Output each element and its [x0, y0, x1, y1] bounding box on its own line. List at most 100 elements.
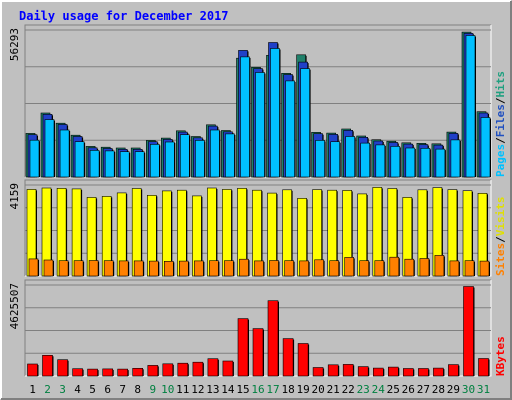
day-label-13: 13	[206, 383, 219, 396]
bar-sites-day-29	[449, 260, 460, 277]
series-label-part: /	[494, 97, 507, 104]
bar-kbytes-day-14	[222, 360, 234, 377]
bar-sites-day-4	[73, 260, 84, 277]
bar-kbytes-day-28	[433, 367, 444, 377]
bar-sites-day-13	[209, 260, 219, 277]
bar-kbytes-day-13	[207, 358, 219, 377]
bar-sites-day-2	[43, 259, 54, 277]
bar-pages-day-9	[150, 144, 160, 178]
series-label-part: KBytes	[494, 336, 507, 376]
y-max-label-top: 56293	[8, 28, 21, 61]
bar-sites-day-14	[224, 260, 234, 277]
day-label-22: 22	[342, 383, 355, 396]
y-max-label-bottom: 4625507	[8, 283, 21, 329]
day-label-17: 17	[266, 383, 279, 396]
bar-kbytes-day-9	[147, 365, 159, 377]
day-label-10: 10	[161, 383, 174, 396]
bar-sites-day-7	[118, 260, 129, 277]
bar-sites-day-28	[434, 255, 445, 277]
bar-kbytes-day-27	[418, 368, 429, 377]
day-label-27: 27	[417, 383, 430, 396]
day-label-29: 29	[447, 383, 460, 396]
y-max-label-middle: 4159	[8, 183, 21, 210]
bar-sites-day-5	[88, 260, 99, 277]
bar-kbytes-day-4	[72, 368, 83, 377]
bar-sites-day-22	[344, 257, 355, 277]
panel-border-dark	[24, 24, 491, 177]
panel-border-dark	[24, 179, 491, 276]
day-label-24: 24	[372, 383, 386, 396]
day-label-16: 16	[251, 383, 264, 396]
bar-pages-day-14	[225, 133, 235, 178]
bar-kbytes-day-5	[87, 368, 98, 377]
bar-kbytes-day-1	[27, 363, 38, 377]
day-label-25: 25	[387, 383, 400, 396]
day-label-18: 18	[281, 383, 294, 396]
day-label-30: 30	[462, 383, 475, 396]
bar-pages-day-30	[465, 35, 476, 178]
series-label-part: /	[494, 137, 507, 144]
bar-sites-day-30	[464, 260, 475, 277]
day-label-21: 21	[327, 383, 340, 396]
bar-sites-day-18	[284, 260, 294, 277]
bar-pages-day-4	[74, 141, 85, 178]
bar-kbytes-day-17	[267, 300, 279, 377]
series-label-middle: Sites/Visits	[494, 197, 507, 277]
bar-pages-day-7	[119, 151, 130, 178]
bar-kbytes-day-10	[162, 363, 174, 377]
bar-kbytes-day-6	[102, 368, 113, 377]
bar-pages-day-2	[44, 119, 55, 178]
day-label-26: 26	[402, 383, 415, 396]
day-label-1: 1	[29, 383, 36, 396]
day-label-28: 28	[432, 383, 445, 396]
day-label-8: 8	[134, 383, 141, 396]
bar-pages-day-1	[29, 139, 40, 178]
bar-kbytes-day-25	[387, 366, 399, 377]
bar-sites-day-25	[389, 256, 400, 277]
bar-sites-day-16	[254, 260, 264, 277]
bar-kbytes-day-15	[237, 318, 249, 377]
series-label-top: Pages/Files/Hits	[494, 71, 507, 177]
bar-kbytes-day-31	[478, 358, 489, 377]
bar-kbytes-day-21	[327, 364, 339, 377]
panel-border-dark	[24, 279, 491, 376]
day-label-9: 9	[149, 383, 156, 396]
day-label-20: 20	[311, 383, 324, 396]
day-label-11: 11	[176, 383, 189, 396]
bar-kbytes-day-26	[402, 368, 414, 377]
bar-sites-day-15	[239, 258, 249, 277]
series-label-part: Hits	[494, 71, 507, 98]
bar-kbytes-day-18	[282, 338, 294, 377]
chart-title: Daily usage for December 2017	[19, 9, 229, 23]
bar-sites-day-3	[58, 260, 69, 277]
day-label-19: 19	[296, 383, 309, 396]
bar-kbytes-day-29	[448, 364, 459, 377]
bar-kbytes-day-8	[132, 367, 143, 377]
bar-sites-day-6	[103, 260, 114, 277]
bar-pages-day-25	[390, 146, 401, 178]
bar-pages-day-24	[375, 144, 386, 178]
day-label-5: 5	[89, 383, 96, 396]
bar-sites-day-26	[404, 258, 415, 277]
bar-kbytes-day-19	[297, 343, 309, 377]
bar-pages-day-11	[180, 134, 190, 178]
bar-sites-day-24	[374, 260, 385, 277]
bar-pages-day-28	[435, 148, 446, 178]
bar-kbytes-day-7	[117, 368, 128, 377]
x-axis-day-labels: 1 2 3 4 5 6 7 8 9 10 11 12 13 14 15 16 17 18 19 20 21 22 23 24 2…	[29, 383, 490, 396]
panel-bottom	[24, 279, 492, 377]
bar-sites-day-27	[419, 258, 430, 277]
bar-pages-day-3	[59, 129, 70, 178]
bar-pages-day-16	[255, 72, 265, 178]
day-label-31: 31	[477, 383, 490, 396]
bar-pages-day-27	[420, 148, 431, 178]
bar-kbytes-day-2	[42, 354, 53, 377]
day-label-6: 6	[104, 383, 111, 396]
day-label-3: 3	[59, 383, 66, 396]
bar-kbytes-day-30	[463, 286, 474, 377]
bar-sites-day-31	[479, 260, 490, 277]
bar-kbytes-day-12	[192, 361, 204, 377]
chart-panels	[24, 24, 492, 377]
bar-sites-day-1	[28, 258, 39, 277]
